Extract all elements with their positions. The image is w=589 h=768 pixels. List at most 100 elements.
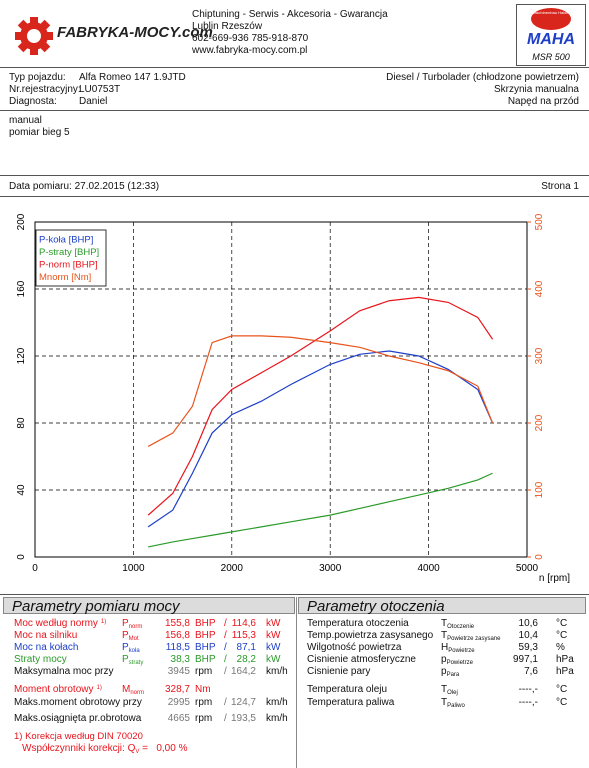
symbol: TOtoczenie: [441, 618, 474, 630]
value: 156,8: [164, 630, 190, 641]
contact-line: Lublin Rzeszów: [192, 21, 263, 32]
maha-box: Maschinenbau Haldenwang MAHA MSR 500: [516, 4, 586, 66]
date: Data pomiaru: 27.02.2015 (12:33): [9, 181, 160, 192]
unit: km/h: [266, 713, 288, 724]
unit: rpm: [195, 713, 213, 724]
symbol-sub: Mot: [128, 636, 139, 642]
symbol: Pkoła: [122, 642, 140, 654]
unit: kW: [266, 642, 281, 653]
symbol-sub: norm: [128, 624, 143, 630]
separator: /: [224, 654, 227, 665]
symbol-letter: P: [122, 642, 129, 653]
value: 87,1: [236, 642, 256, 653]
symbol-letter: T: [441, 630, 448, 641]
value: 115,3: [231, 630, 256, 641]
symbol-sub: straty: [128, 660, 144, 666]
symbol: Pstraty: [122, 654, 143, 666]
symbol-letter: T: [441, 684, 448, 695]
symbol-sub: Paliwo: [447, 703, 465, 709]
row-label: Maksymalna moc przy: [14, 666, 114, 677]
vehicle-spec: Napęd na przód: [507, 96, 579, 107]
vehicle-spec: Skrzynia manualna: [493, 84, 579, 95]
symbol: pPowietrze: [441, 654, 473, 666]
vehicle-label: Diagnosta:: [9, 96, 57, 107]
row-label: Temperatura otoczenia: [307, 618, 409, 629]
unit: hPa: [556, 654, 574, 665]
symbol-sub: Para: [446, 672, 460, 678]
rule: [0, 196, 589, 197]
row-label: Temperatura paliwa: [307, 697, 395, 708]
symbol-letter: P: [122, 618, 129, 629]
value: 155,8: [164, 618, 190, 629]
correction-label: Współczynniki korekcji: Q: [22, 743, 136, 754]
panel-title: Parametry pomiaru mocy: [3, 597, 295, 615]
unit: kW: [266, 618, 281, 629]
y2-tick-label: 300: [534, 347, 545, 364]
y-tick-label: 40: [16, 484, 27, 496]
row-label: Moment obrotowy 1): [14, 684, 102, 695]
correction: Współczynniki korekcji: QV = 0,00 %: [22, 743, 187, 755]
value: 2995: [167, 697, 190, 708]
brand: FABRYKA-MOCY.com: [57, 24, 213, 41]
logo: MAHA: [527, 31, 575, 48]
vehicle-value: Alfa Romeo 147 1.9JTD: [79, 72, 186, 83]
value: 997,1: [512, 654, 538, 665]
legend-entry: P-koła [BHP]: [39, 235, 93, 246]
panel-title: Parametry otoczenia: [298, 597, 586, 615]
symbol-sub: Olej: [447, 690, 458, 696]
value: 10,6: [518, 618, 538, 629]
legend-box: [35, 229, 107, 287]
vehicle-specs: Diesel / Turbolader (chłodzone powietrze…: [386, 72, 579, 108]
footnote-ref: 1): [96, 685, 102, 691]
unit: °C: [556, 630, 568, 641]
series-line: [148, 472, 493, 548]
unit: rpm: [195, 697, 213, 708]
y2-tick-label: 500: [534, 213, 545, 230]
symbol: Mnorm: [122, 684, 144, 696]
contact-line: www.fabryka-mocy.com.pl: [192, 45, 308, 56]
separator: /: [224, 642, 227, 653]
legend-entry: Mnorm [Nm]: [39, 272, 91, 283]
value: 4665: [167, 713, 190, 724]
divider: [296, 597, 297, 768]
rule: [0, 175, 589, 176]
value: 328,7: [164, 684, 190, 695]
unit: °C: [556, 697, 568, 708]
row-label: Moc na kołach: [14, 642, 79, 653]
row-label: Maks.moment obrotowy przy: [14, 697, 142, 708]
rule: [0, 67, 589, 68]
contact-line: 602-669-936 785-918-870: [192, 33, 309, 44]
unit: BHP: [195, 618, 216, 629]
y-tick-label: 160: [16, 280, 27, 297]
unit: °C: [556, 618, 568, 629]
footnote-ref: 1): [100, 619, 107, 625]
symbol: HPowietrze: [441, 642, 475, 654]
unit: kW: [266, 654, 281, 665]
vehicle-labels: Typ pojazdu: Nr.rejestracyjny: Diagnosta…: [9, 72, 81, 108]
vehicle-spec: Diesel / Turbolader (chłodzone powietrze…: [386, 72, 579, 83]
vehicle-label: Typ pojazdu:: [9, 72, 66, 83]
rule: [0, 594, 589, 595]
unit: Nm: [195, 684, 211, 695]
value: 38,3: [170, 654, 190, 665]
note: manual: [9, 115, 42, 126]
symbol: Pnorm: [122, 618, 142, 630]
separator: /: [224, 697, 227, 708]
value: 7,6: [524, 666, 538, 677]
unit: BHP: [195, 630, 216, 641]
symbol-letter: P: [122, 654, 129, 665]
symbol-sub: norm: [130, 690, 145, 696]
value: ----,-: [518, 697, 538, 708]
unit: km/h: [266, 697, 288, 708]
model: MSR 500: [532, 52, 570, 62]
y2-tick-label: 100: [534, 481, 545, 498]
value: 114,6: [231, 618, 256, 629]
symbol-sub: Powietrze: [448, 648, 475, 654]
series-line: [147, 350, 494, 528]
separator: /: [224, 630, 227, 641]
value: 59,3: [518, 642, 538, 653]
row-label: Moc według normy 1): [14, 618, 107, 629]
vehicle-label: Nr.rejestracyjny:: [9, 84, 81, 95]
correction-sub: V: [135, 749, 140, 755]
vehicle-value: LU0753T: [79, 84, 121, 95]
